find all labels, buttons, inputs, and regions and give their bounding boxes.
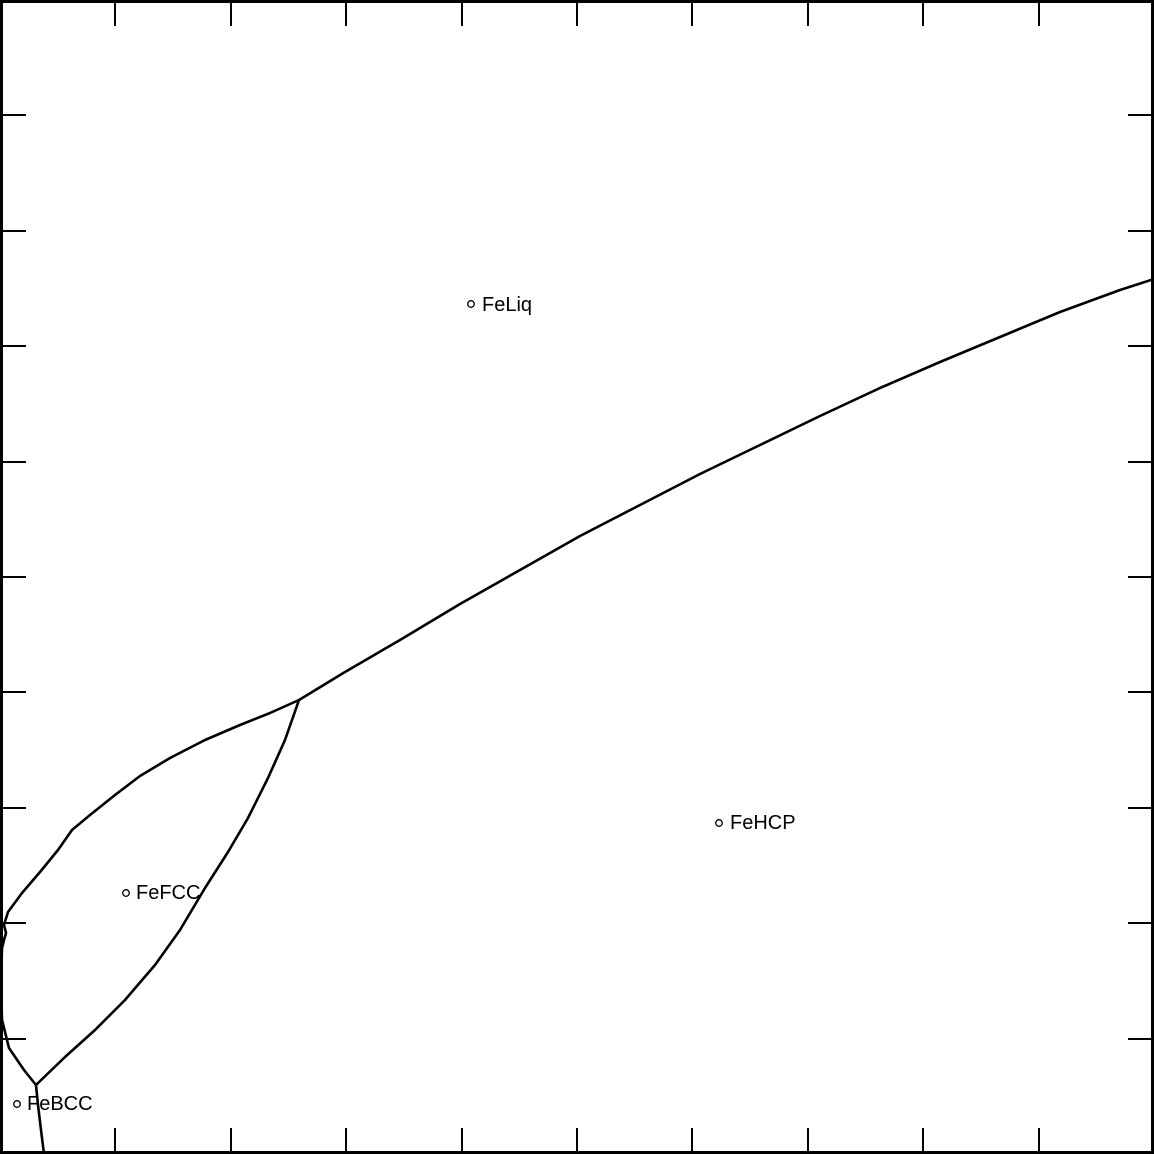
phase-label: FeHCP	[730, 812, 796, 834]
liquid-solid-boundary	[297, 277, 1154, 702]
phase-marker	[13, 1100, 21, 1108]
phase-boundaries	[0, 277, 1154, 1154]
phase-label: FeLiq	[482, 294, 532, 316]
phase-label: FeBCC	[27, 1093, 93, 1115]
liquid-fcc-boundary	[2, 698, 301, 927]
fcc-hcp-boundary	[34, 698, 301, 1087]
phase-marker	[467, 300, 475, 308]
phase-marker	[715, 819, 723, 827]
phase-label-fcc: FeFCC	[122, 882, 200, 904]
phase-label: FeFCC	[136, 882, 200, 904]
bcc-hcp-boundary	[34, 1083, 46, 1154]
phase-label-hcp: FeHCP	[715, 812, 796, 834]
phase-label-liq: FeLiq	[467, 294, 532, 316]
phase-marker	[122, 889, 130, 897]
bcc-fcc-boundary	[0, 923, 38, 1087]
phase-label-bcc: FeBCC	[13, 1093, 93, 1115]
